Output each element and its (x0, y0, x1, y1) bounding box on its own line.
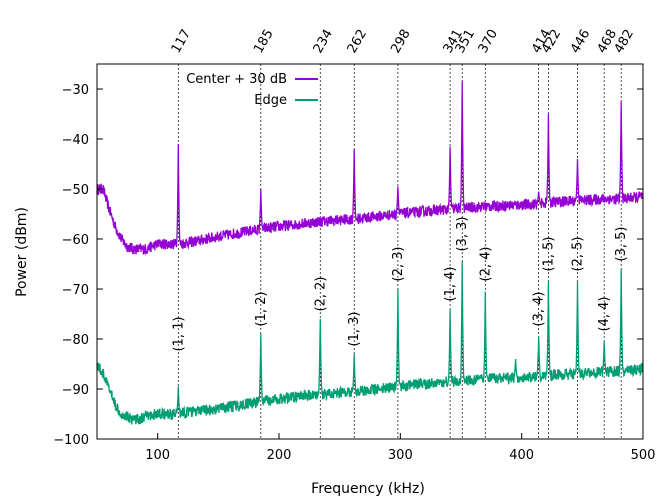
y-tick-label: −30 (62, 83, 89, 98)
y-tick-label: −40 (62, 133, 89, 148)
x-tick-label: 100 (145, 448, 170, 463)
y-tick-label: −50 (62, 183, 89, 198)
top-tick-label: 262 (345, 27, 370, 56)
y-tick-label: −100 (53, 433, 89, 448)
mode-label: (1, 4) (443, 267, 458, 302)
mode-label: (1, 5) (541, 237, 556, 272)
x-axis-title: Frequency (kHz) (311, 481, 425, 497)
top-tick-label: 298 (388, 27, 413, 56)
top-tick-label: 482 (612, 27, 637, 56)
legend-label-center: Center + 30 dB (186, 72, 287, 87)
mode-label: (2, 5) (570, 237, 585, 272)
legend-label-edge: Edge (254, 93, 287, 108)
top-tick-label: 185 (251, 27, 276, 56)
y-tick-label: −70 (62, 283, 89, 298)
center-series-line (96, 81, 644, 256)
mode-label: (2, 4) (478, 247, 493, 282)
plot-frame (96, 63, 644, 440)
x-tick-label: 500 (631, 448, 656, 463)
top-tick-label: 370 (476, 27, 501, 56)
mode-labels: (1, 1) (1, 2) (2, 2) (1, 3) (2, 3) (1, 4) (3, … (171, 217, 629, 352)
top-tick-label: 234 (311, 27, 336, 56)
series-lines (96, 81, 644, 426)
y-tick-label: −60 (62, 233, 89, 248)
y-axis-title: Power (dBm) (14, 207, 30, 297)
top-tick-label: 446 (568, 27, 593, 56)
legend: Center + 30 dB Edge (186, 72, 318, 108)
mode-label: (1, 3) (347, 312, 362, 347)
top-tick-label: 117 (169, 27, 194, 56)
mode-label: (3, 5) (614, 227, 629, 262)
x-tick-label: 400 (509, 448, 534, 463)
mode-label: (3, 3) (455, 217, 470, 252)
edge-series-line (96, 261, 644, 426)
x-tick-label: 200 (267, 448, 292, 463)
y-tick-label: −90 (62, 383, 89, 398)
mode-label: (2, 2) (313, 277, 328, 312)
mode-label: (1, 2) (254, 292, 269, 327)
mode-label: (4, 4) (597, 297, 612, 332)
mode-label: (3, 4) (532, 292, 547, 327)
y-tick-label: −80 (62, 333, 89, 348)
mode-label: (2, 3) (391, 247, 406, 282)
mode-label: (1, 1) (171, 317, 186, 352)
x-tick-label: 300 (388, 448, 413, 463)
